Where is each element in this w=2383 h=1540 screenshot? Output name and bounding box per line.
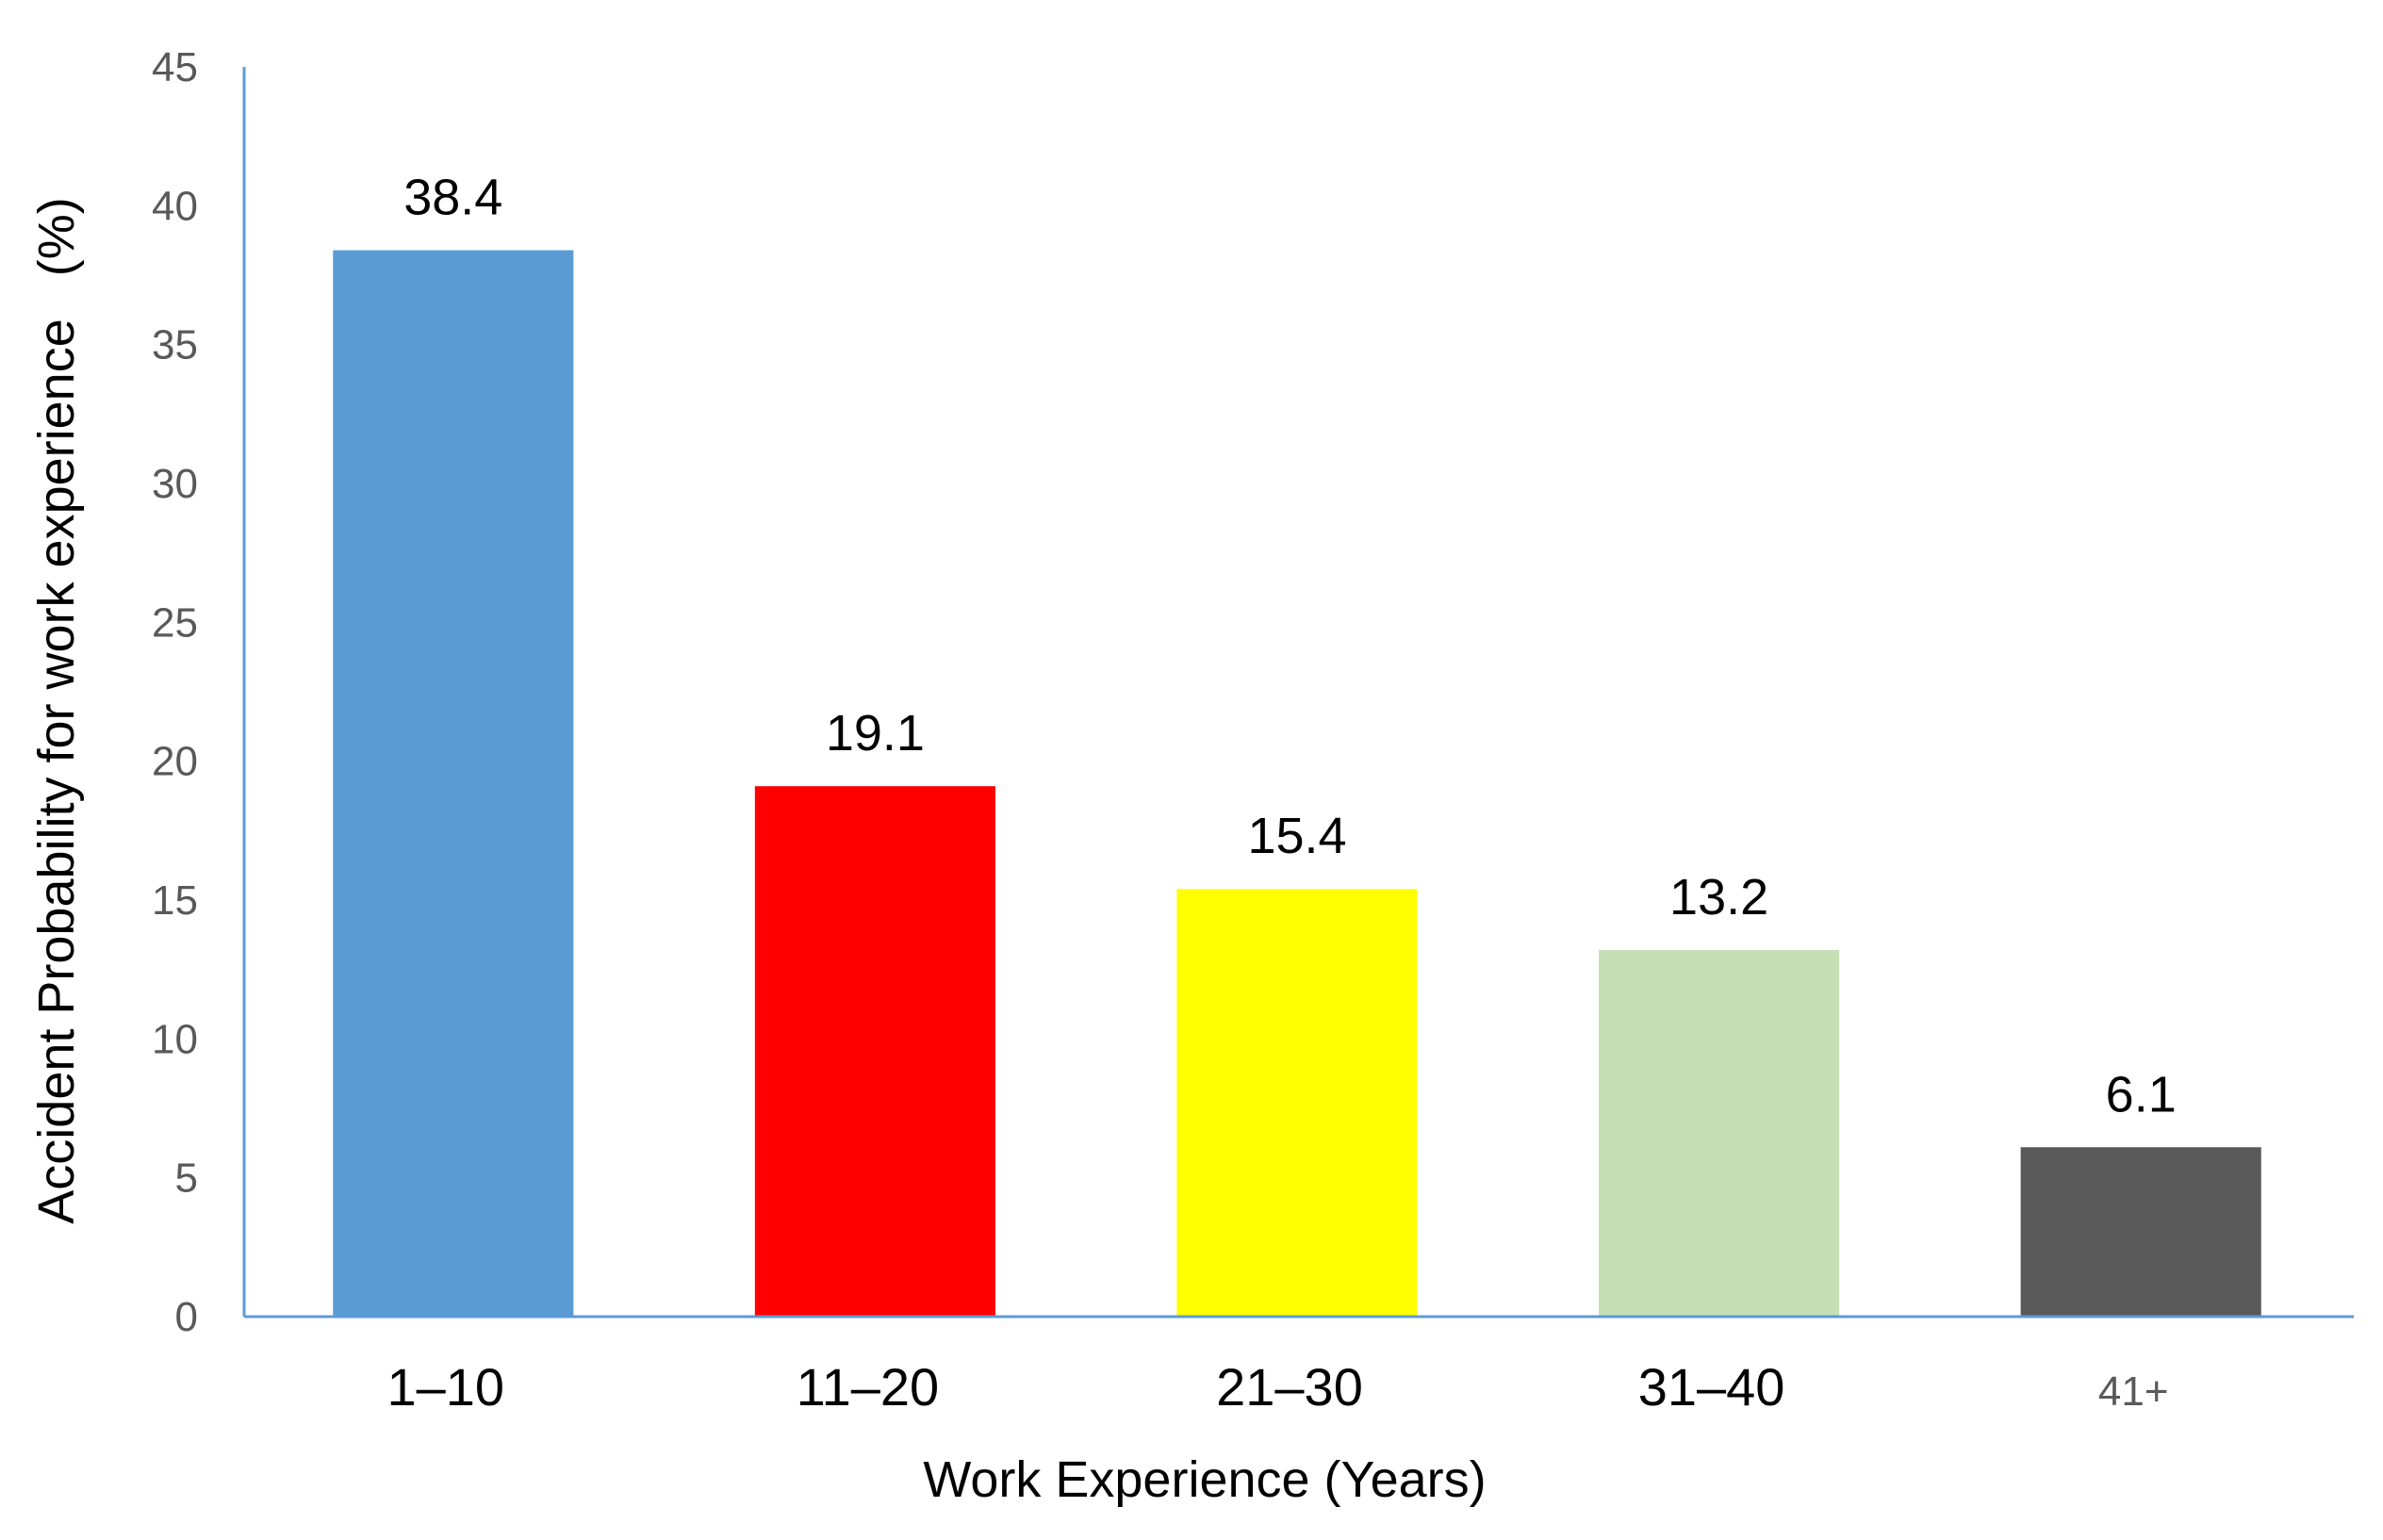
x-axis-category-labels: 1–10 11–20 21–30 31–40 41+ bbox=[387, 1357, 2169, 1417]
bar-value-label: 38.4 bbox=[403, 169, 502, 225]
y-tick-label: 40 bbox=[152, 183, 198, 229]
y-tick-label: 35 bbox=[152, 322, 198, 369]
x-category-label: 21–30 bbox=[1216, 1357, 1363, 1417]
y-axis-title: Accident Probability for work experience… bbox=[28, 197, 85, 1223]
y-tick-label: 10 bbox=[152, 1016, 198, 1062]
x-category-label: 41+ bbox=[2098, 1368, 2169, 1415]
bar-value-label: 19.1 bbox=[826, 705, 925, 762]
y-tick-label: 5 bbox=[175, 1155, 198, 1202]
bar bbox=[1176, 889, 1418, 1317]
x-category-label: 1–10 bbox=[387, 1357, 505, 1417]
bar-value-label: 15.4 bbox=[1247, 808, 1346, 864]
y-tick-label: 25 bbox=[152, 599, 198, 646]
bars bbox=[333, 250, 2261, 1318]
y-tick-label: 20 bbox=[152, 739, 198, 785]
x-category-label: 11–20 bbox=[797, 1357, 940, 1417]
y-tick-label: 30 bbox=[152, 461, 198, 507]
bar-value-label: 13.2 bbox=[1669, 869, 1768, 926]
bar-value-label: 6.1 bbox=[2106, 1066, 2177, 1122]
data-labels: 38.4 19.1 15.4 13.2 6.1 bbox=[403, 169, 2176, 1122]
x-category-label: 31–40 bbox=[1638, 1357, 1785, 1417]
bar bbox=[754, 786, 995, 1317]
y-tick-label: 0 bbox=[175, 1294, 198, 1340]
bar bbox=[2020, 1147, 2261, 1317]
y-axis-ticks: 0 5 10 15 20 25 30 35 40 45 bbox=[152, 44, 198, 1340]
bar bbox=[333, 250, 574, 1318]
y-tick-label: 45 bbox=[152, 44, 198, 90]
x-axis-title: Work Experience (Years) bbox=[923, 1451, 1486, 1508]
bar bbox=[1599, 950, 1840, 1317]
y-tick-label: 15 bbox=[152, 877, 198, 924]
